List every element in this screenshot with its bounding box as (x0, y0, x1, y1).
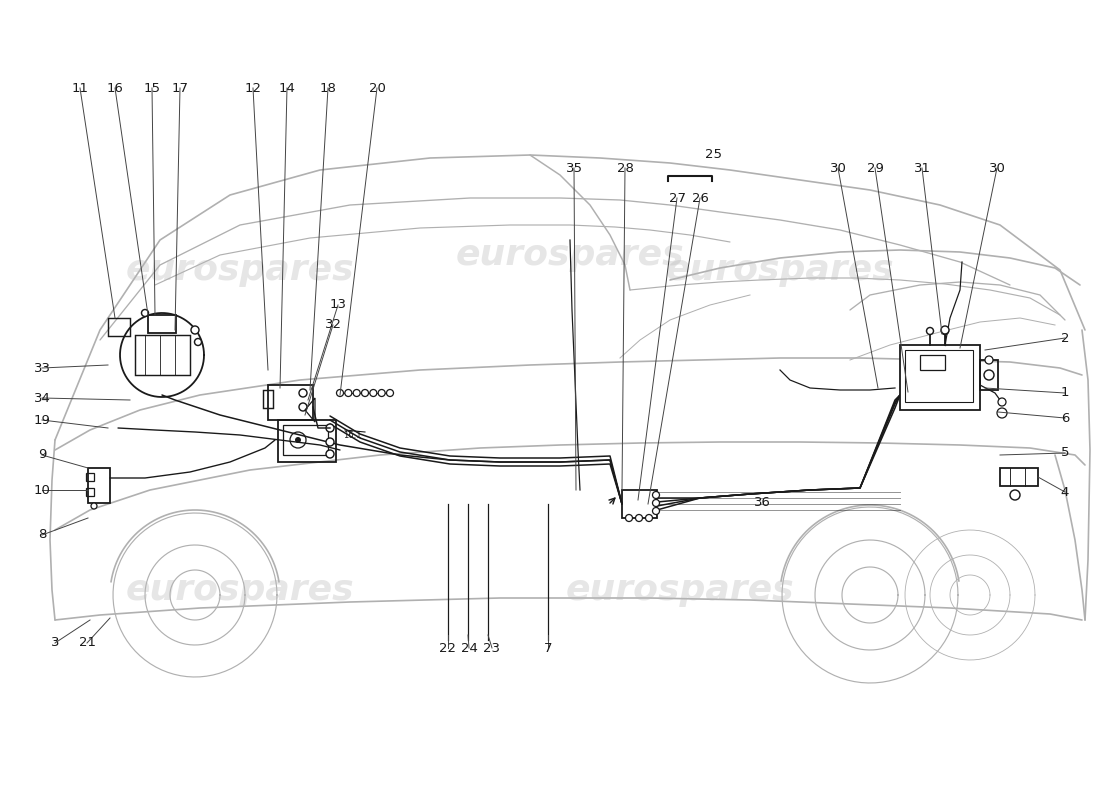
Circle shape (1010, 490, 1020, 500)
Circle shape (984, 356, 993, 364)
Circle shape (386, 390, 394, 397)
Circle shape (326, 424, 334, 432)
Bar (108, 318, 130, 336)
Circle shape (195, 338, 201, 346)
Text: 16: 16 (107, 82, 123, 94)
Circle shape (299, 403, 307, 411)
Circle shape (646, 514, 652, 522)
Text: 23: 23 (484, 642, 500, 654)
Circle shape (370, 390, 377, 397)
Circle shape (636, 514, 642, 522)
Bar (263, 390, 273, 408)
Text: 6: 6 (1060, 411, 1069, 425)
Text: 22: 22 (440, 642, 456, 654)
Circle shape (984, 370, 994, 380)
Text: 4: 4 (1060, 486, 1069, 498)
Bar (86, 488, 94, 496)
Circle shape (362, 390, 369, 397)
Circle shape (344, 390, 352, 397)
Circle shape (652, 491, 660, 498)
Text: 36: 36 (754, 497, 770, 510)
Circle shape (299, 389, 307, 397)
Text: eurospares: eurospares (455, 238, 684, 272)
Text: 11: 11 (72, 82, 88, 94)
Circle shape (626, 514, 632, 522)
Text: 12: 12 (244, 82, 262, 94)
Bar (148, 315, 176, 333)
Circle shape (926, 327, 934, 334)
Text: 28: 28 (617, 162, 634, 174)
Circle shape (998, 398, 1006, 406)
Circle shape (378, 390, 385, 397)
Text: 17: 17 (172, 82, 188, 94)
Text: 10: 10 (34, 483, 51, 497)
Bar (621, 490, 657, 518)
Text: 31: 31 (913, 162, 931, 174)
Bar (905, 350, 974, 402)
Text: 33: 33 (33, 362, 51, 374)
Bar (283, 425, 328, 455)
Circle shape (337, 390, 343, 397)
Bar (900, 345, 980, 410)
Text: 7: 7 (543, 642, 552, 654)
Bar (86, 473, 94, 481)
Text: 14: 14 (278, 82, 296, 94)
Circle shape (353, 390, 360, 397)
Bar (920, 355, 945, 370)
Circle shape (997, 408, 1006, 418)
Bar (268, 385, 313, 420)
Text: 24: 24 (461, 642, 477, 654)
Text: 18: 18 (320, 82, 337, 94)
Text: 30: 30 (829, 162, 846, 174)
Circle shape (652, 499, 660, 506)
Text: 29: 29 (867, 162, 883, 174)
Circle shape (652, 507, 660, 514)
Text: 35: 35 (565, 162, 583, 174)
Text: eurospares: eurospares (125, 253, 354, 287)
Text: 9: 9 (37, 449, 46, 462)
Text: 26: 26 (692, 191, 708, 205)
Text: 27: 27 (669, 191, 685, 205)
Text: 34: 34 (34, 391, 51, 405)
Text: 15: 15 (143, 82, 161, 94)
Bar (980, 360, 998, 390)
Text: 1: 1 (1060, 386, 1069, 399)
Text: 5: 5 (1060, 446, 1069, 459)
Text: 3: 3 (51, 637, 59, 650)
Bar (88, 468, 110, 503)
Bar (1000, 468, 1038, 486)
Text: 13: 13 (330, 298, 346, 311)
Circle shape (326, 450, 334, 458)
Text: 25: 25 (705, 149, 723, 162)
Text: 20: 20 (368, 82, 385, 94)
Text: eurospares: eurospares (666, 253, 894, 287)
Text: eurospares: eurospares (125, 573, 354, 607)
Text: 21: 21 (78, 637, 96, 650)
Circle shape (142, 310, 148, 317)
Circle shape (191, 326, 199, 334)
Circle shape (940, 326, 949, 334)
Circle shape (295, 437, 301, 443)
Text: 30: 30 (989, 162, 1005, 174)
Circle shape (942, 327, 948, 334)
Text: 8: 8 (37, 529, 46, 542)
Bar (135, 335, 190, 375)
Text: 32: 32 (324, 318, 341, 331)
Text: 19: 19 (34, 414, 51, 426)
Bar (278, 420, 336, 462)
Text: 16.1: 16.1 (343, 431, 361, 440)
Text: eurospares: eurospares (565, 573, 794, 607)
Circle shape (91, 503, 97, 509)
Text: 2: 2 (1060, 331, 1069, 345)
Circle shape (326, 438, 334, 446)
